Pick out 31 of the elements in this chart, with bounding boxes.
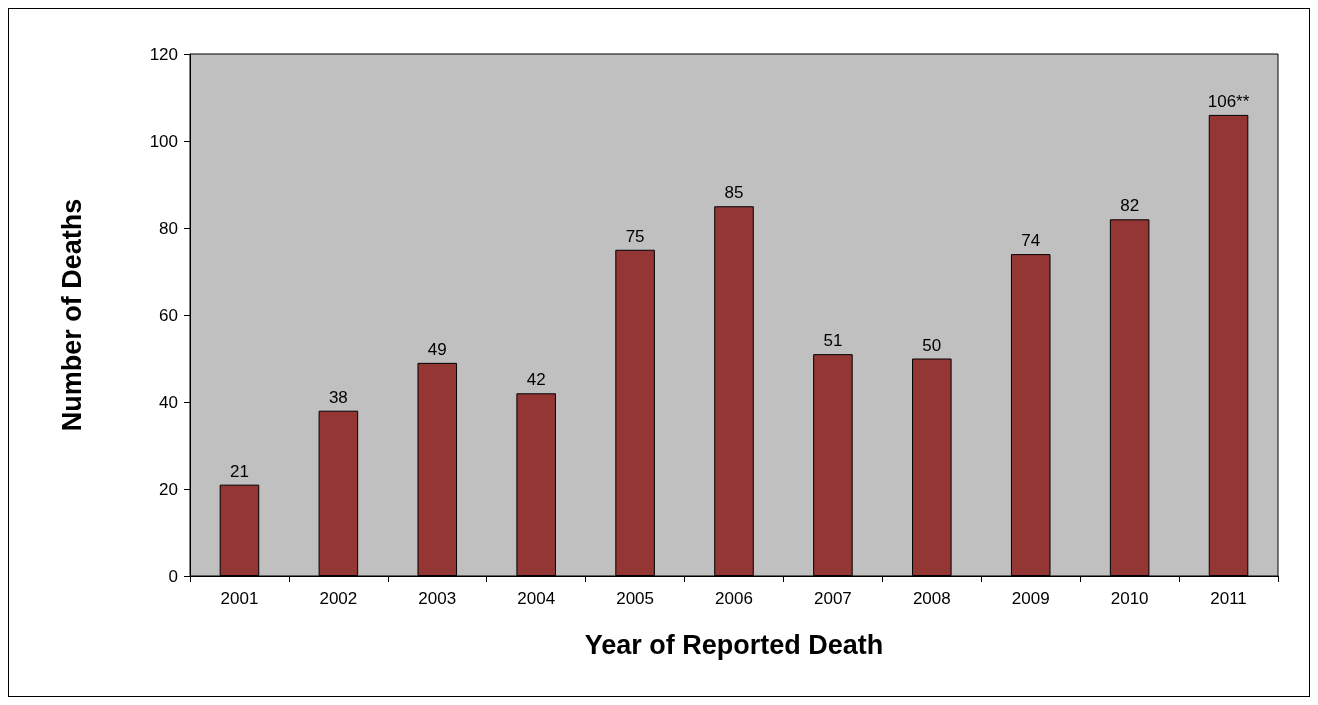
data-label: 49 — [427, 339, 447, 359]
x-axis-title: Year of Reported Death — [584, 629, 884, 660]
data-label: 50 — [922, 335, 942, 355]
y-axis-title: Number of Deaths — [56, 198, 87, 432]
y-tick-label: 120 — [149, 44, 178, 64]
x-tick-label: 2007 — [814, 589, 852, 608]
y-tick-label: 0 — [168, 566, 178, 586]
x-tick-label: 2009 — [1011, 589, 1050, 608]
x-tick-label: 2005 — [616, 589, 654, 608]
x-tick-label: 2001 — [220, 589, 259, 608]
x-tick-label: 2006 — [715, 589, 753, 608]
y-tick-label: 40 — [159, 392, 178, 412]
y-tick-label: 60 — [159, 305, 178, 325]
x-tick-label: 2003 — [418, 589, 457, 608]
data-label: 85 — [724, 183, 744, 203]
data-label: 106** — [1207, 91, 1250, 111]
x-tick-label: 2011 — [1210, 589, 1247, 608]
y-tick-label: 80 — [159, 218, 178, 238]
data-label: 74 — [1021, 231, 1041, 251]
x-tick-label: 2010 — [1110, 589, 1149, 608]
y-tick-label: 100 — [149, 131, 178, 151]
data-label: 38 — [328, 387, 348, 407]
data-label: 82 — [1120, 196, 1140, 216]
data-label: 42 — [526, 370, 546, 390]
data-label: 51 — [823, 331, 843, 351]
x-tick-label: 2004 — [517, 589, 556, 608]
data-label: 75 — [625, 226, 645, 246]
data-label: 21 — [229, 461, 249, 481]
x-tick-label: 2008 — [912, 589, 951, 608]
x-tick-label: 2002 — [319, 589, 358, 608]
y-tick-label: 20 — [159, 479, 178, 499]
